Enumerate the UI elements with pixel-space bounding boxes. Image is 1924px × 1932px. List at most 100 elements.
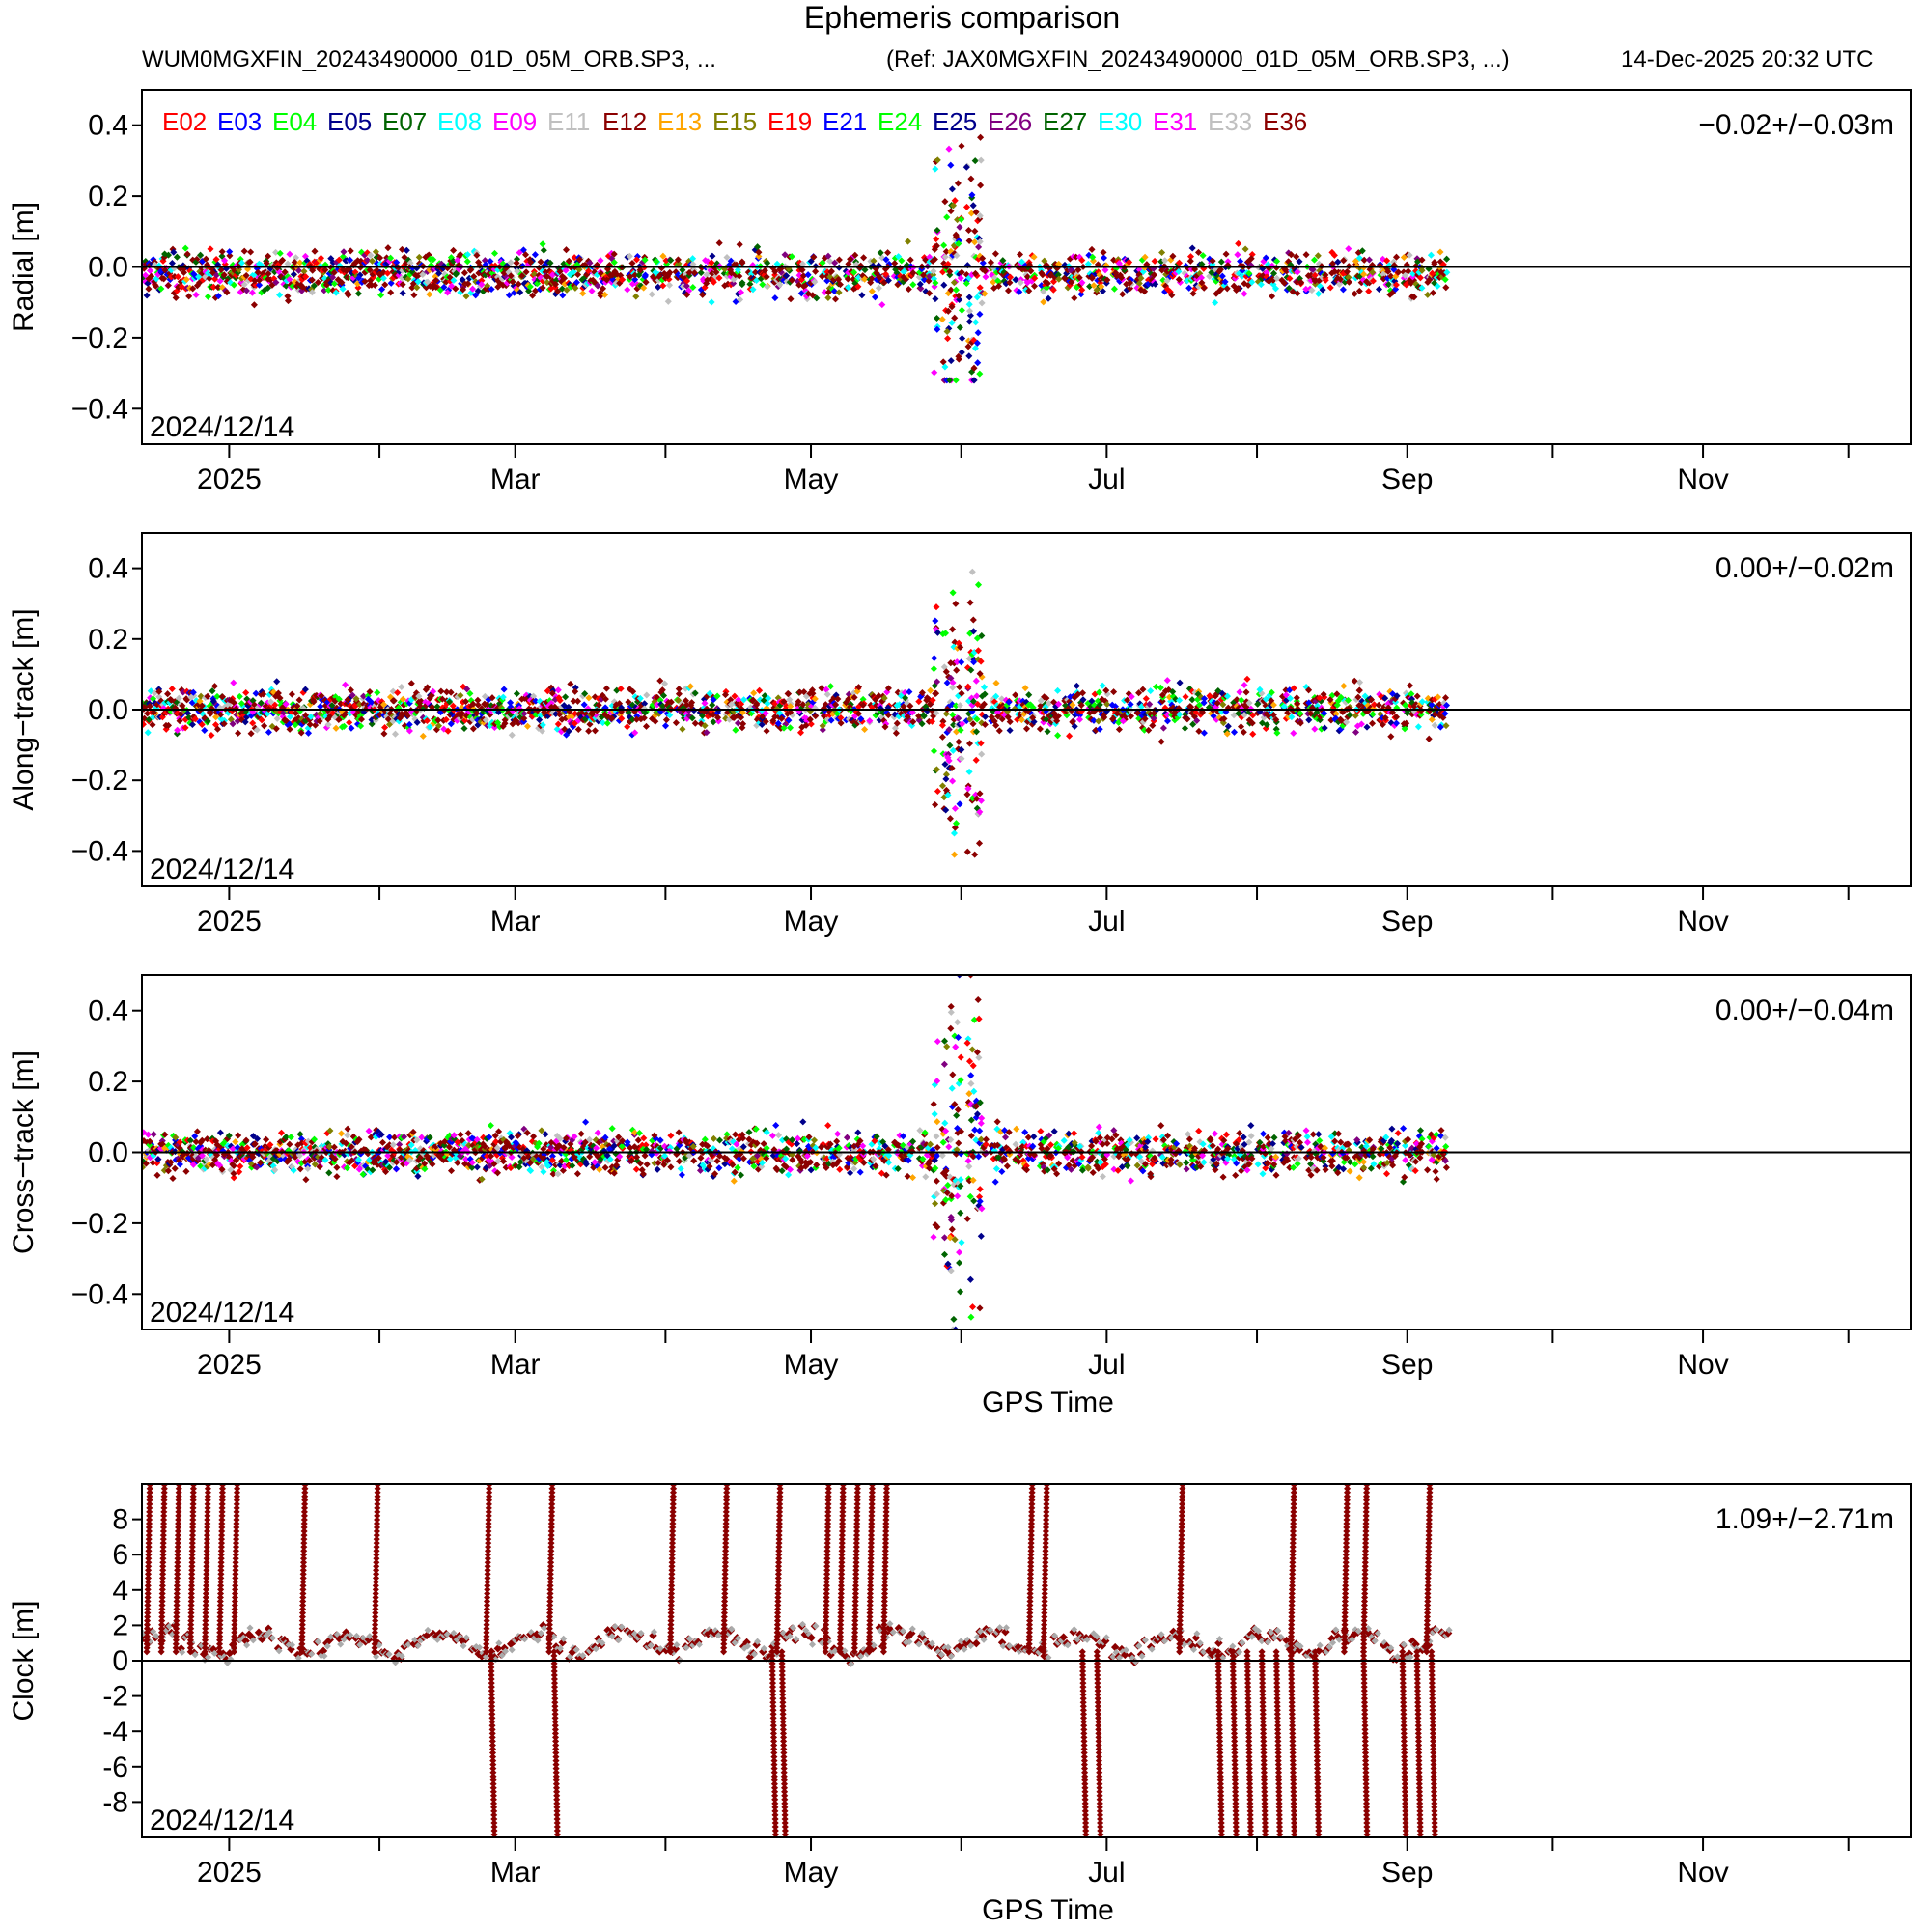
data-point <box>523 722 532 730</box>
data-point <box>301 686 309 693</box>
data-point <box>807 720 815 728</box>
data-point <box>473 251 481 259</box>
data-point <box>359 692 368 700</box>
data-point <box>824 252 832 260</box>
data-point <box>832 701 840 709</box>
data-point <box>970 377 978 384</box>
data-point <box>959 334 966 343</box>
data-point <box>201 726 209 735</box>
data-point <box>237 1162 244 1170</box>
data-point <box>679 725 686 733</box>
data-point <box>836 281 844 289</box>
data-point <box>302 712 310 719</box>
data-point <box>1249 730 1257 738</box>
data-point <box>170 248 178 256</box>
data-point <box>242 287 251 294</box>
data-point <box>500 269 508 277</box>
data-point <box>642 722 651 730</box>
data-point <box>949 777 957 785</box>
data-point <box>424 684 432 691</box>
data-point <box>765 694 772 702</box>
data-point <box>1339 286 1347 294</box>
data-point <box>374 688 381 696</box>
data-point <box>279 256 287 264</box>
data-point <box>965 307 974 315</box>
data-point <box>306 720 314 728</box>
data-point <box>723 253 731 262</box>
data-point <box>691 719 699 727</box>
data-point <box>1119 291 1127 298</box>
data-point <box>520 710 528 717</box>
data-point <box>286 1140 293 1148</box>
data-point <box>675 686 683 693</box>
data-point <box>898 257 906 265</box>
data-point <box>189 285 197 293</box>
data-point <box>991 250 999 258</box>
data-point <box>152 282 159 290</box>
data-point <box>895 253 903 261</box>
data-point <box>432 283 440 291</box>
data-point <box>191 715 199 723</box>
data-point <box>675 690 683 698</box>
data-point <box>1424 291 1432 298</box>
data-point <box>241 718 249 726</box>
data-point <box>478 281 486 289</box>
data-point <box>932 279 939 287</box>
data-point <box>317 703 324 711</box>
data-point <box>168 259 176 267</box>
data-point <box>434 722 443 730</box>
data-point <box>565 727 572 735</box>
data-point <box>773 260 781 267</box>
data-point <box>823 686 830 693</box>
data-point <box>979 254 987 263</box>
data-point <box>295 696 303 704</box>
data-point <box>666 268 674 276</box>
data-point <box>964 226 973 235</box>
data-point <box>1045 294 1052 302</box>
data-point <box>952 600 960 607</box>
data-point <box>574 270 582 279</box>
data-point <box>952 231 960 238</box>
data-point <box>1441 694 1450 702</box>
data-point <box>296 259 304 266</box>
data-point <box>507 699 515 707</box>
data-point <box>662 716 670 724</box>
data-point <box>1414 723 1422 731</box>
data-point <box>949 626 957 633</box>
data-point <box>971 345 979 352</box>
data-point <box>780 724 788 732</box>
data-point <box>342 710 349 717</box>
data-point <box>958 268 965 276</box>
data-point <box>631 729 639 737</box>
data-point <box>271 701 279 709</box>
data-point <box>820 713 828 720</box>
data-point <box>955 292 962 299</box>
data-point <box>975 243 983 251</box>
data-point <box>551 280 560 288</box>
data-point <box>221 257 229 265</box>
data-point <box>967 175 975 182</box>
data-point <box>810 253 818 261</box>
data-point <box>442 715 450 723</box>
data-point <box>834 695 842 703</box>
data-point <box>196 697 204 705</box>
data-point <box>414 1172 422 1180</box>
data-point <box>738 700 745 708</box>
x-tick-label: Jul <box>1088 463 1125 495</box>
data-point <box>976 212 984 220</box>
data-point <box>1429 289 1436 296</box>
y-tick-label: −0.2 <box>71 765 128 797</box>
data-point <box>1142 695 1150 703</box>
data-point <box>383 269 392 277</box>
data-point <box>1016 250 1024 259</box>
data-point <box>428 692 435 700</box>
data-point <box>806 715 814 723</box>
data-point <box>930 665 937 673</box>
data-point <box>973 339 981 347</box>
data-point <box>481 257 488 265</box>
data-point <box>432 276 440 285</box>
data-point <box>689 255 697 263</box>
data-point <box>335 256 343 264</box>
data-point <box>739 258 746 266</box>
data-point <box>617 685 625 692</box>
